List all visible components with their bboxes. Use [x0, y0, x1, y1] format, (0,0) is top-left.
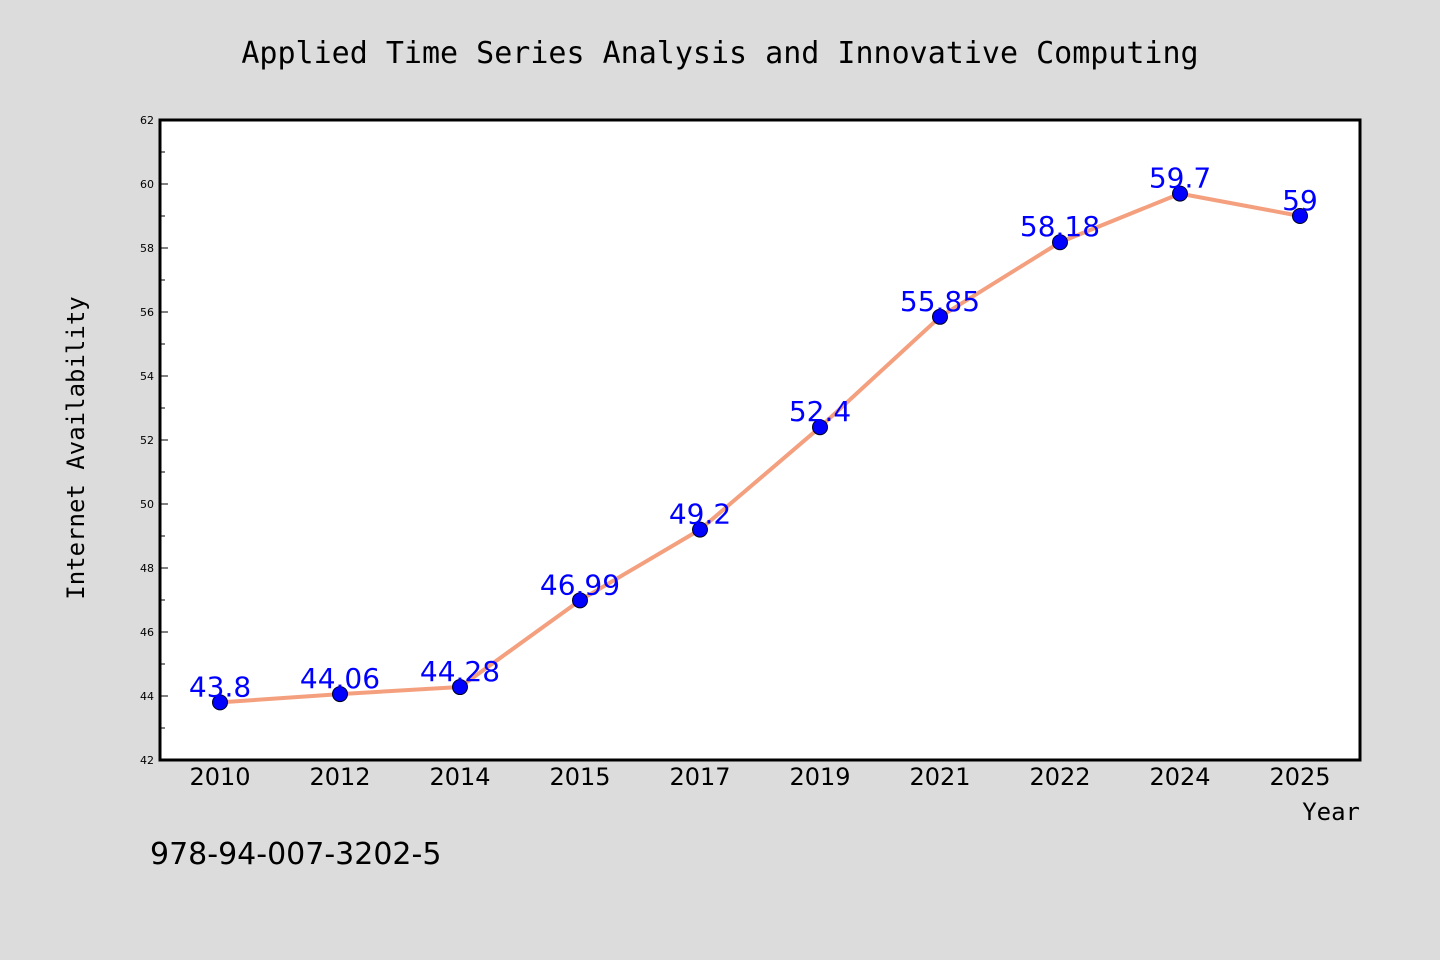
- data-label: 55.85: [900, 285, 980, 318]
- data-label: 52.4: [789, 395, 851, 428]
- data-label: 59: [1282, 184, 1318, 217]
- data-point-marker: [812, 419, 828, 436]
- y-axis-ticks: 42 44 46 48 50 52 54 56 58 60 62: [140, 114, 168, 767]
- data-point-marker: [572, 592, 588, 609]
- data-point-marker: [1292, 208, 1308, 224]
- y-tick-label: 42: [140, 754, 154, 767]
- y-tick-label: 44: [140, 690, 154, 703]
- x-tick-label: 2010: [189, 763, 250, 791]
- y-tick-label: 50: [140, 498, 154, 511]
- series-line: [218, 191, 1302, 705]
- data-label: 43.8: [189, 670, 251, 703]
- x-axis-ticks: 2010 2012 2014 2015 2017 2019 2021 2022 2024 2025: [189, 763, 1330, 791]
- y-tick-label: 48: [140, 562, 154, 575]
- series-markers: [212, 185, 1308, 711]
- data-label: 44.28: [420, 655, 500, 688]
- x-tick-label: 2015: [549, 763, 610, 791]
- y-axis-label: Internet Availability: [62, 296, 90, 599]
- data-labels: 43.8 44.06 44.28 46.99 49.2 52.4 55.85 58.18 59.…: [189, 162, 1318, 704]
- x-tick-label: 2025: [1269, 763, 1330, 791]
- y-tick-label: 62: [140, 114, 154, 127]
- figure-caption: 978-94-007-3202-5: [150, 837, 441, 872]
- y-tick-label: 56: [140, 306, 154, 319]
- x-tick-label: 2021: [909, 763, 970, 791]
- data-label: 59.7: [1149, 162, 1211, 195]
- y-tick-label: 60: [140, 178, 154, 191]
- chart-title: Applied Time Series Analysis and Innovat…: [241, 36, 1198, 71]
- x-tick-label: 2024: [1149, 763, 1210, 791]
- x-tick-label: 2019: [789, 763, 850, 791]
- x-tick-label: 2012: [309, 763, 370, 791]
- x-tick-label: 2022: [1029, 763, 1090, 791]
- data-point-marker: [1172, 185, 1188, 202]
- data-point-marker: [692, 521, 708, 538]
- y-tick-label: 54: [140, 370, 154, 383]
- data-point-marker: [212, 694, 228, 711]
- data-point-marker: [932, 308, 948, 325]
- plot-frame: [158, 118, 1362, 762]
- y-tick-label: 52: [140, 434, 154, 447]
- y-tick-label: 58: [140, 242, 154, 255]
- y-tick-label: 46: [140, 626, 154, 639]
- data-label: 46.99: [540, 568, 620, 601]
- data-point-marker: [332, 686, 348, 703]
- x-axis-label: Year: [1302, 798, 1360, 826]
- data-point-marker: [452, 679, 468, 696]
- x-tick-label: 2017: [669, 763, 730, 791]
- x-tick-label: 2014: [429, 763, 490, 791]
- data-label: 58.18: [1020, 210, 1100, 243]
- plot-area: [160, 120, 1360, 760]
- data-point-marker: [1052, 234, 1068, 251]
- data-label: 49.2: [669, 498, 731, 531]
- data-label: 44.06: [300, 662, 380, 695]
